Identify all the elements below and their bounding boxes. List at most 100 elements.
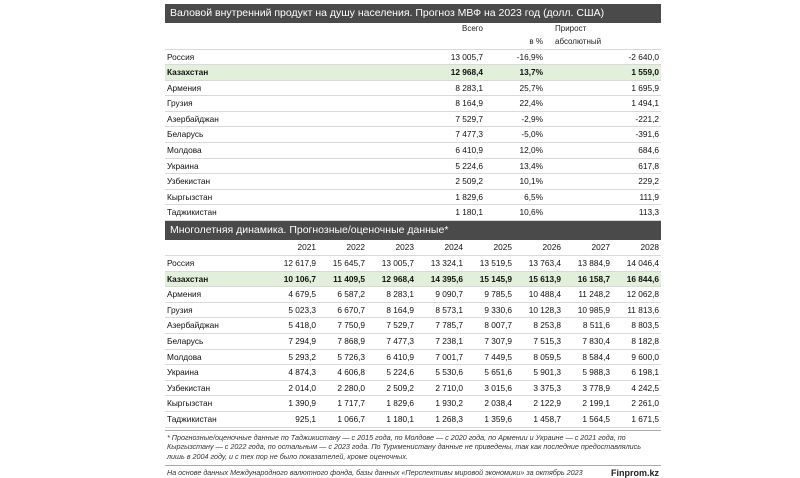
- value-cell: 10 488,4: [514, 286, 563, 303]
- brand-logo: Finprom.kz: [610, 467, 659, 478]
- gdp-dynamics-table: 2021 2022 2023 2024 2025 2026 2027 2028 Россия 1…: [165, 240, 661, 428]
- country-cell: Кыргызстан: [165, 395, 269, 412]
- value-cell: 15 145,9: [465, 271, 514, 288]
- value-cell: 13 324,1: [416, 255, 465, 272]
- value-cell: 13 005,7: [367, 255, 416, 272]
- table2-row: Грузия 5 023,3 6 670,7 8 164,9 8 573,1 9 330,…: [165, 302, 661, 319]
- value-cell: 14 046,4: [612, 255, 661, 272]
- value-cell: 8 283,1: [367, 286, 416, 303]
- country-cell: Беларусь: [165, 333, 269, 350]
- percent-cell: 10,6%: [485, 204, 545, 222]
- header-growth: Прирост: [555, 24, 587, 33]
- year-header: 2026: [514, 240, 563, 257]
- absolute-cell: 617,8: [545, 158, 661, 175]
- country-cell: Украина: [165, 364, 269, 381]
- absolute-cell: 111,9: [545, 189, 661, 206]
- value-cell: 1 458,7: [514, 411, 563, 428]
- table2-row: Кыргызстан 1 390,9 1 717,7 1 829,6 1 930,2 2 …: [165, 395, 661, 412]
- header-percent: в %: [485, 35, 545, 50]
- country-cell: Молдова: [165, 142, 355, 159]
- country-cell: Армения: [165, 286, 269, 303]
- value-cell: 10 985,9: [563, 302, 612, 319]
- value-cell: 5 530,6: [416, 364, 465, 381]
- absolute-cell: 1 695,9: [545, 80, 661, 97]
- value-cell: 4 874,3: [269, 364, 318, 381]
- value-cell: 6 410,9: [367, 349, 416, 366]
- value-cell: 12 062,8: [612, 286, 661, 303]
- value-cell: 2 199,1: [563, 395, 612, 412]
- value-cell: 8 253,8: [514, 317, 563, 334]
- table1-title: Валовой внутренний продукт на душу насел…: [165, 4, 661, 23]
- value-cell: 9 785,5: [465, 286, 514, 303]
- country-cell: Кыргызстан: [165, 189, 355, 206]
- country-cell: Узбекистан: [165, 380, 269, 397]
- value-cell: 7 529,7: [367, 317, 416, 334]
- value-cell: 3 375,3: [514, 380, 563, 397]
- country-cell: Грузия: [165, 95, 355, 112]
- value-cell: 1 717,7: [318, 395, 367, 412]
- value-cell: 7 294,9: [269, 333, 318, 350]
- value-cell: 15 645,7: [318, 255, 367, 272]
- value-cell: 1 359,6: [465, 411, 514, 428]
- value-cell: 2 038,4: [465, 395, 514, 412]
- value-cell: 7 868,9: [318, 333, 367, 350]
- absolute-cell: 1 559,0: [545, 64, 661, 81]
- table2-row: Россия 12 617,9 15 645,7 13 005,7 13 324,1 13…: [165, 255, 661, 272]
- value-cell: 7 449,5: [465, 349, 514, 366]
- value-cell: 2 509,2: [367, 380, 416, 397]
- country-cell: Казахстан: [165, 64, 355, 81]
- value-cell: 1 671,5: [612, 411, 661, 428]
- value-cell: 7 830,4: [563, 333, 612, 350]
- percent-cell: 13,4%: [485, 158, 545, 175]
- value-cell: 8 182,8: [612, 333, 661, 350]
- country-cell: Таджикистан: [165, 411, 269, 428]
- country-cell: Казахстан: [165, 271, 269, 288]
- total-cell: 13 005,7: [355, 49, 485, 66]
- value-cell: 11 248,2: [563, 286, 612, 303]
- value-cell: 1 268,3: [416, 411, 465, 428]
- table2-row: Украина 4 874,3 4 606,8 5 224,6 5 530,6 5 651…: [165, 364, 661, 381]
- value-cell: 15 613,9: [514, 271, 563, 288]
- table1-header-row-2: в % абсолютный: [165, 35, 661, 50]
- year-header: 2025: [465, 240, 514, 257]
- table1-row: Россия 13 005,7 -16,9% -2 640,0: [165, 49, 661, 66]
- year-header: 2027: [563, 240, 612, 257]
- absolute-cell: 113,3: [545, 204, 661, 222]
- value-cell: 13 519,5: [465, 255, 514, 272]
- value-cell: 10 106,7: [269, 271, 318, 288]
- value-cell: 8 007,7: [465, 317, 514, 334]
- value-cell: 925,1: [269, 411, 318, 428]
- value-cell: 1 390,9: [269, 395, 318, 412]
- value-cell: 8 573,1: [416, 302, 465, 319]
- country-cell: Россия: [165, 49, 355, 66]
- value-cell: 5 418,0: [269, 317, 318, 334]
- percent-cell: 13,7%: [485, 64, 545, 81]
- value-cell: 3 778,9: [563, 380, 612, 397]
- table1-row: Грузия 8 164,9 22,4% 1 494,1: [165, 95, 661, 112]
- country-cell: Беларусь: [165, 126, 355, 144]
- absolute-cell: 1 494,1: [545, 95, 661, 112]
- table2-row: Таджикистан 925,1 1 066,7 1 180,1 1 268,3 1 3…: [165, 411, 661, 428]
- country-cell: Азербайджан: [165, 111, 355, 128]
- gdp-2023-table: Всего Прирост в % абсолютный Россия 13 00…: [165, 23, 661, 222]
- total-cell: 1 180,1: [355, 204, 485, 222]
- year-header: 2028: [612, 240, 661, 257]
- value-cell: 1 829,6: [367, 395, 416, 412]
- table1-row: Молдова 6 410,9 12,0% 684,6: [165, 142, 661, 159]
- percent-cell: 12,0%: [485, 142, 545, 159]
- source-line: На основе данных Международного валютног…: [165, 464, 661, 478]
- value-cell: 4 242,5: [612, 380, 661, 397]
- table2-row: Узбекистан 2 014,0 2 280,0 2 509,2 2 710,0 3 …: [165, 380, 661, 397]
- table1-row: Беларусь 7 477,3 -5,0% -391,6: [165, 126, 661, 144]
- value-cell: 1 930,2: [416, 395, 465, 412]
- total-cell: 2 509,2: [355, 173, 485, 190]
- total-cell: 12 968,4: [355, 64, 485, 81]
- table1-row: Кыргызстан 1 829,6 6,5% 111,9: [165, 189, 661, 206]
- value-cell: 12 968,4: [367, 271, 416, 288]
- total-cell: 6 410,9: [355, 142, 485, 159]
- value-cell: 2 261,0: [612, 395, 661, 412]
- value-cell: 11 813,6: [612, 302, 661, 319]
- value-cell: 1 066,7: [318, 411, 367, 428]
- percent-cell: 22,4%: [485, 95, 545, 112]
- value-cell: 16 844,6: [612, 271, 661, 288]
